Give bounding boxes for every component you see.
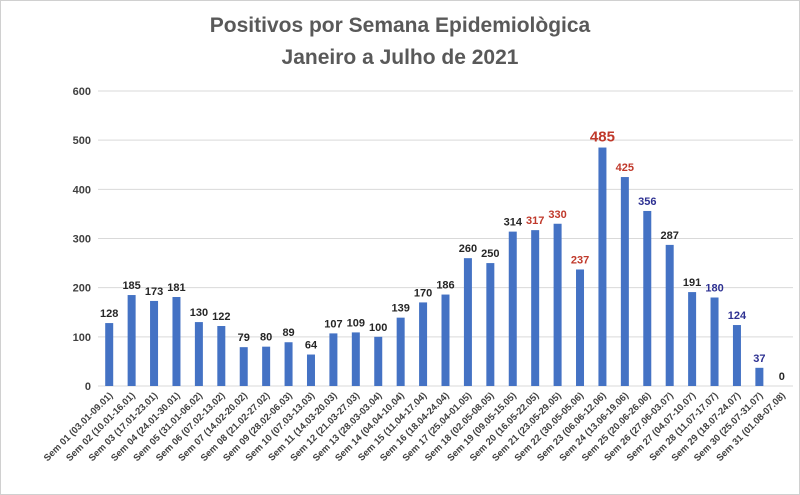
data-label: 356 (638, 196, 656, 208)
bar (374, 336, 383, 386)
bar (150, 300, 159, 386)
data-label: 128 (100, 308, 118, 320)
bar (239, 347, 248, 386)
data-label: 173 (145, 286, 163, 298)
y-tick-label: 100 (73, 332, 91, 344)
y-tick-label: 400 (73, 184, 91, 196)
chart-subtitle: Janeiro a Julho de 2021 (281, 46, 519, 69)
data-label: 170 (414, 287, 432, 299)
data-label: 185 (122, 280, 140, 292)
bar (486, 263, 495, 386)
data-label: 37 (753, 353, 765, 365)
data-label: 124 (728, 310, 747, 322)
bar (262, 346, 271, 386)
data-label: 89 (282, 327, 294, 339)
bar (755, 367, 764, 386)
data-label: 100 (369, 322, 387, 334)
bar (531, 230, 540, 386)
bar (553, 223, 562, 386)
data-label: 109 (347, 317, 365, 329)
y-tick-label: 600 (73, 86, 91, 98)
bar (194, 322, 203, 386)
bar (441, 294, 450, 386)
data-label: 79 (238, 332, 250, 344)
bar (306, 354, 315, 386)
bar (105, 323, 114, 386)
bar (665, 244, 674, 386)
data-label: 181 (167, 282, 185, 294)
bar (396, 317, 405, 386)
data-label: 180 (705, 283, 723, 295)
data-label: 317 (526, 215, 544, 227)
data-label: 80 (260, 332, 272, 344)
bar (710, 297, 719, 386)
y-tick-label: 200 (73, 283, 91, 295)
bar (576, 269, 585, 386)
data-label: 314 (504, 217, 523, 229)
data-label: 287 (661, 230, 679, 242)
data-label: 139 (391, 303, 409, 315)
data-label: 330 (548, 209, 566, 221)
data-label: 237 (571, 254, 589, 266)
bar (217, 326, 226, 386)
data-label: 186 (436, 280, 454, 292)
data-label: 425 (616, 162, 634, 174)
y-tick-label: 500 (73, 135, 91, 147)
bar (172, 297, 181, 386)
data-label: 64 (305, 340, 318, 352)
bar (127, 295, 136, 386)
data-label: 250 (481, 248, 499, 260)
bar (620, 177, 629, 386)
data-label: 122 (212, 311, 230, 323)
y-tick-label: 0 (85, 381, 91, 393)
bar (463, 258, 472, 386)
bar (598, 147, 607, 386)
bar (643, 210, 652, 386)
bar (284, 342, 293, 386)
data-label: 0 (779, 371, 785, 383)
data-label: 485 (590, 129, 615, 146)
data-label: 130 (190, 307, 208, 319)
bar (732, 325, 741, 386)
bar (508, 231, 517, 386)
data-label: 107 (324, 318, 342, 330)
data-label: 260 (459, 243, 477, 255)
chart-title: Positivos por Semana Epidemiològica (209, 14, 591, 37)
bar (419, 302, 428, 386)
bar (351, 332, 360, 386)
data-label: 191 (683, 277, 701, 289)
bar (688, 292, 697, 386)
y-tick-label: 300 (73, 234, 91, 246)
bar (329, 333, 338, 386)
